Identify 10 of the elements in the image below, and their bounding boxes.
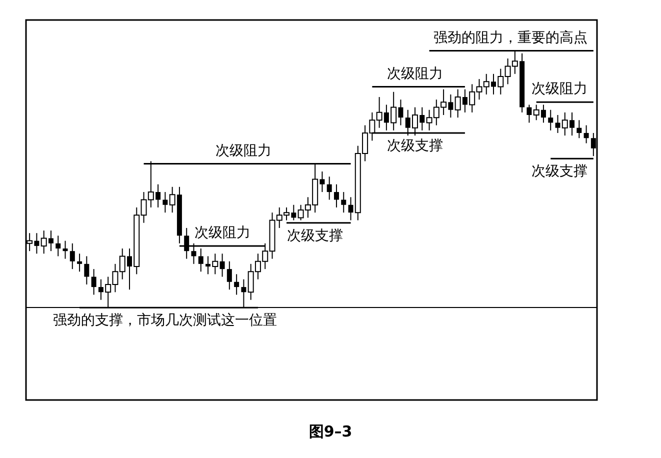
series-label: 次级阻力	[531, 81, 588, 98]
series-label: 强劲的阻力，重要的高点	[433, 30, 588, 46]
series-label: 次级阻力	[386, 66, 443, 82]
series-label: 次级支撑	[287, 228, 344, 244]
series-label: 次级阻力	[194, 224, 250, 241]
caption: 图9–3	[308, 422, 352, 440]
series-label: 次级阻力	[216, 142, 272, 159]
series-label: 次级支撑	[386, 138, 443, 154]
series-label: 强劲的支撑，市场几次测试这一位置	[53, 312, 278, 329]
series-label: 次级支撑	[531, 164, 588, 180]
